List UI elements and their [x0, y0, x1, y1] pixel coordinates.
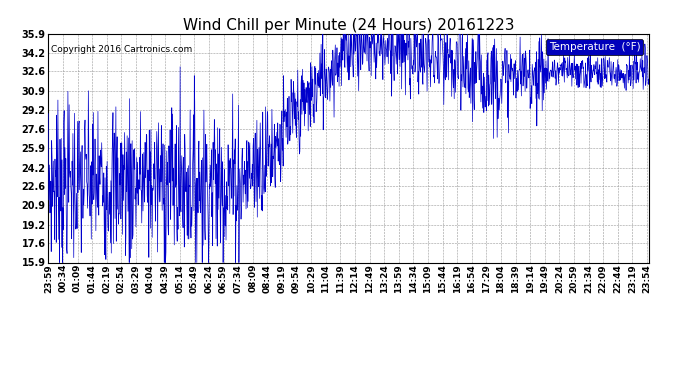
Title: Wind Chill per Minute (24 Hours) 20161223: Wind Chill per Minute (24 Hours) 2016122…: [183, 18, 514, 33]
Text: Copyright 2016 Cartronics.com: Copyright 2016 Cartronics.com: [51, 45, 193, 54]
Legend: Temperature  (°F): Temperature (°F): [546, 39, 643, 55]
